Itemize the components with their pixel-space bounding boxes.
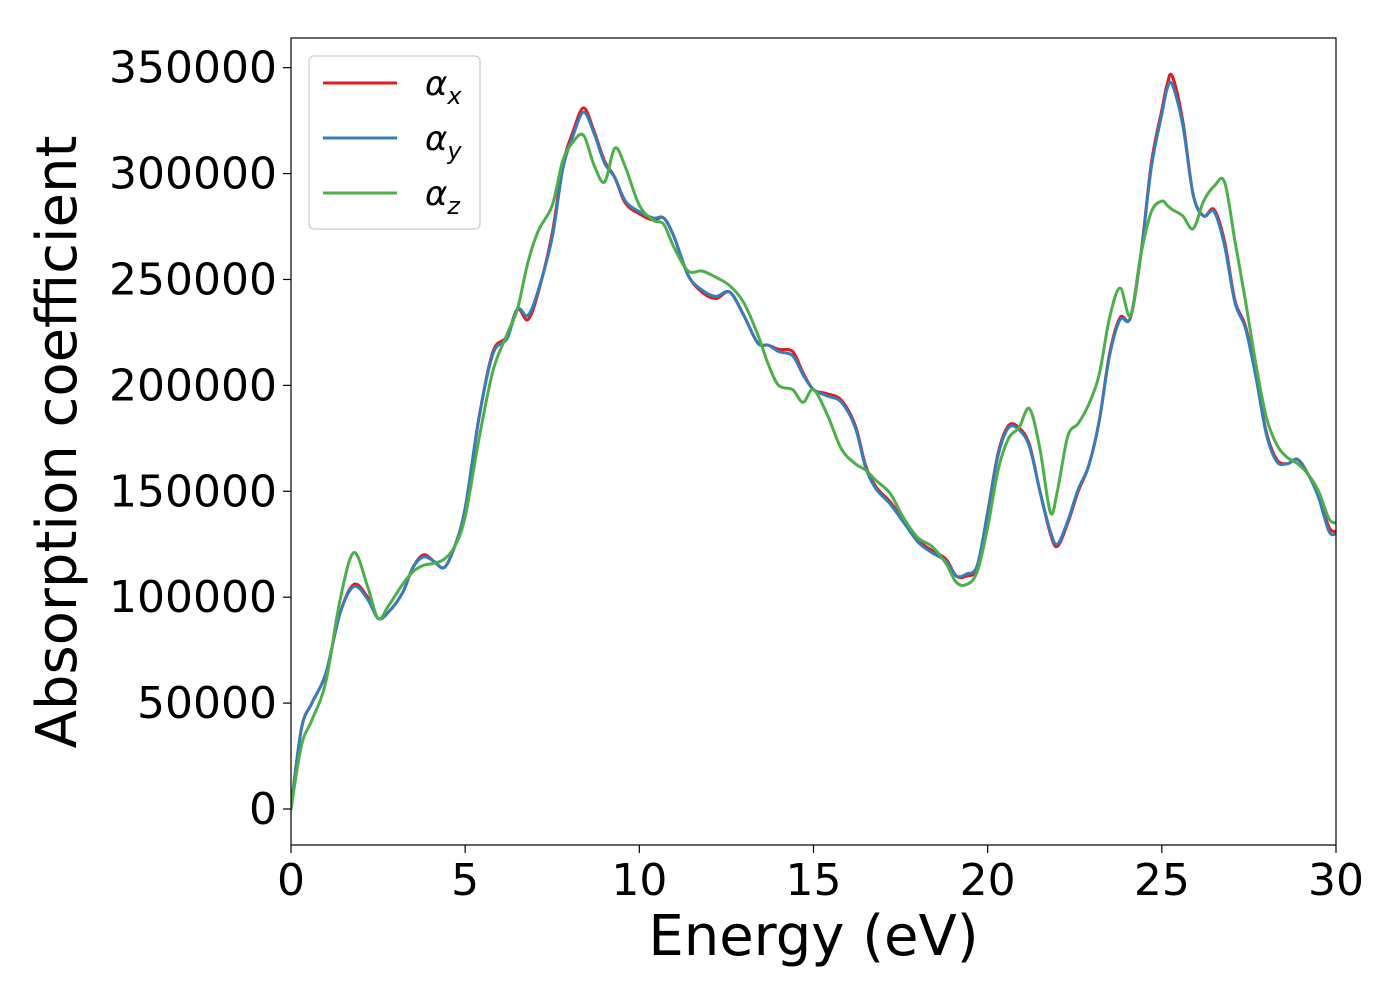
y-tick-label: 100000 [109, 572, 277, 623]
x-tick-label: 5 [451, 855, 479, 906]
series-line-y [291, 80, 1336, 811]
x-tick-label: 30 [1308, 855, 1364, 906]
y-tick-label: 350000 [109, 43, 277, 94]
y-tick-label: 250000 [109, 254, 277, 305]
x-tick-label: 0 [277, 855, 305, 906]
legend-label-y: αy [425, 119, 462, 165]
y-tick-label: 150000 [109, 466, 277, 517]
y-tick-label: 50000 [137, 678, 277, 729]
y-axis-label: Absorption coefficient [25, 136, 90, 749]
y-axis-ticks: 0 50000 100000 150000 200000 250000 300000 3500… [109, 43, 291, 835]
y-tick-label: 200000 [109, 360, 277, 411]
series-layer [291, 72, 1336, 811]
y-tick-label: 0 [249, 784, 277, 835]
x-tick-label: 20 [960, 855, 1016, 906]
x-tick-label: 15 [786, 855, 842, 906]
series-line-z [291, 132, 1336, 811]
x-tick-label: 10 [611, 855, 667, 906]
legend-box [308, 55, 481, 230]
y-tick-label: 300000 [109, 149, 277, 200]
legend-label-x: αx [425, 64, 462, 110]
x-axis-label: Energy (eV) [648, 904, 978, 969]
legend: αx αy αz [308, 55, 481, 230]
legend-label-z: αz [425, 174, 461, 220]
x-tick-label: 25 [1134, 855, 1190, 906]
x-axis-ticks: 0 5 10 15 20 25 30 [277, 845, 1364, 906]
